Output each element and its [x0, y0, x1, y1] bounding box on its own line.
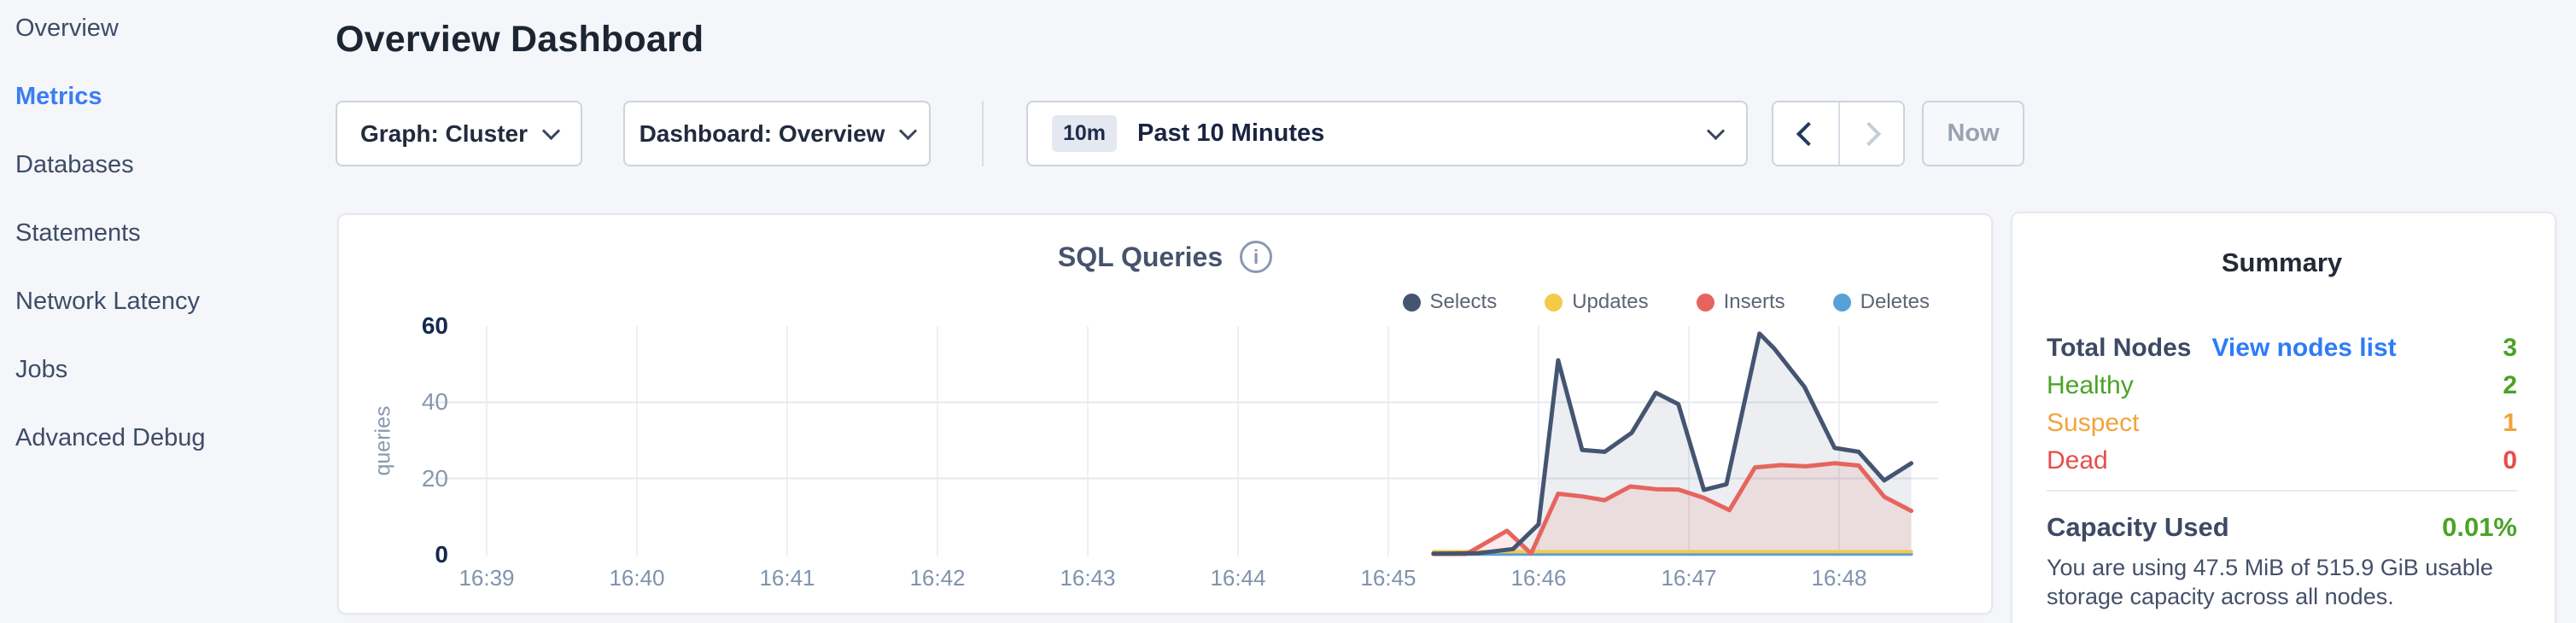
view-nodes-list-link[interactable]: View nodes list [2211, 334, 2397, 362]
x-axis-tick: 16:45 [1360, 565, 1417, 591]
legend-item-inserts[interactable]: Inserts [1696, 290, 1785, 314]
chart-title-row: SQL Queries i [339, 241, 1991, 273]
summary-row-label: Healthy [2047, 371, 2134, 399]
x-axis-tick: 16:47 [1661, 565, 1717, 591]
graph-scope-label: Graph: Cluster [359, 119, 529, 147]
sidebar-item-network-latency[interactable]: Network Latency [15, 288, 200, 315]
legend-label: Inserts [1723, 290, 1785, 313]
summary-row-value: 1 [2503, 409, 2517, 437]
time-range-selector[interactable]: 10m Past 10 Minutes [1026, 101, 1748, 166]
series-line-selects [1431, 331, 1913, 556]
x-axis-tick: 16:41 [759, 565, 815, 591]
time-pager [1772, 101, 1905, 166]
sql-queries-chart-card: SQL Queries i Selects Updates Inserts Delet… [337, 213, 1993, 614]
summary-row-suspect: Suspect 1 [2047, 405, 2517, 442]
page-title: Overview Dashboard [336, 19, 704, 60]
summary-row-value: 3 [2503, 334, 2517, 362]
summary-row-dead: Dead 0 [2047, 442, 2517, 480]
summary-row-healthy: Healthy 2 [2047, 367, 2517, 405]
summary-divider [2047, 490, 2517, 492]
legend-item-selects[interactable]: Selects [1402, 290, 1498, 314]
legend-dot-icon [1545, 293, 1563, 312]
sidebar-list: Overview Metrics Databases Statements Networ… [0, 0, 333, 492]
summary-row-total-nodes: Total Nodes View nodes list 3 [2047, 329, 2517, 367]
chart-legend: Selects Updates Inserts Deletes [1355, 290, 1930, 314]
summary-title: Summary [2221, 247, 2343, 277]
chart-title: SQL Queries [1057, 241, 1224, 272]
x-axis-tick: 16:43 [1060, 565, 1116, 591]
legend-dot-icon [1696, 293, 1714, 312]
now-button[interactable]: Now [1922, 101, 2024, 166]
summary-row-label: Suspect [2047, 409, 2140, 437]
dashboard-dropdown[interactable]: Dashboard: Overview [623, 101, 931, 166]
summary-row-label: Total Nodes [2047, 334, 2192, 362]
legend-item-updates[interactable]: Updates [1545, 290, 1649, 314]
legend-label: Selects [1429, 290, 1498, 313]
vertical-divider [982, 101, 984, 166]
legend-label: Deletes [1860, 290, 1930, 313]
sidebar-item-advanced-debug[interactable]: Advanced Debug [15, 424, 206, 451]
y-axis-tick: 20 [421, 464, 448, 492]
series-line-inserts [1431, 461, 1913, 556]
controls-row: Graph: Cluster Dashboard: Overview 10m P… [336, 101, 2024, 166]
info-icon[interactable]: i [1240, 241, 1273, 273]
summary-panel: Summary Total Nodes View nodes list 3 Healt… [2011, 212, 2556, 623]
time-range-label: Past 10 Minutes [1137, 119, 1325, 147]
capacity-label: Capacity Used [2047, 512, 2229, 542]
time-shortcut-badge: 10m [1052, 115, 1118, 152]
capacity-row: Capacity Used 0.01% [2047, 512, 2517, 543]
x-axis-tick: 16:48 [1811, 565, 1867, 591]
summary-row-label: Dead [2047, 446, 2108, 475]
y-axis-tick: 40 [421, 388, 448, 416]
capacity-value: 0.01% [2442, 512, 2517, 542]
summary-row-value: 2 [2503, 371, 2517, 399]
sidebar-item-metrics[interactable]: Metrics [15, 83, 102, 110]
y-axis-tick: 0 [435, 541, 448, 568]
legend-dot-icon [1402, 293, 1421, 312]
summary-row-value: 0 [2503, 446, 2517, 475]
sidebar-item-statements[interactable]: Statements [15, 219, 141, 247]
sidebar: Overview Metrics Databases Statements Networ… [0, 0, 333, 623]
graph-scope-dropdown[interactable]: Graph: Cluster [336, 101, 582, 166]
x-axis-tick: 16:46 [1510, 565, 1567, 591]
time-prev-button[interactable] [1773, 102, 1838, 165]
chevron-down-icon [541, 121, 561, 141]
x-axis-tick: 16:44 [1210, 565, 1266, 591]
time-next-button[interactable] [1837, 102, 1903, 165]
series-area-selects [1433, 333, 1912, 555]
dashboard-label: Dashboard: Overview [639, 119, 885, 147]
chevron-left-icon [1796, 121, 1821, 146]
sql-queries-chart-svg [433, 326, 1938, 556]
capacity-description: You are using 47.5 MiB of 515.9 GiB usab… [2047, 555, 2493, 609]
y-axis-tick: 60 [421, 312, 448, 339]
summary-rows: Total Nodes View nodes list 3 Healthy 2 Suspe… [2047, 329, 2517, 480]
chevron-down-icon [1706, 121, 1726, 141]
chevron-right-icon [1856, 121, 1882, 146]
x-axis-tick: 16:39 [459, 565, 515, 591]
legend-label: Updates [1572, 290, 1649, 313]
legend-dot-icon [1832, 293, 1851, 312]
chevron-down-icon [899, 121, 918, 141]
x-axis-tick: 16:42 [909, 565, 966, 591]
sidebar-item-overview[interactable]: Overview [15, 15, 119, 42]
sidebar-item-databases[interactable]: Databases [15, 151, 134, 178]
x-axis-tick: 16:40 [609, 565, 665, 591]
series-area-inserts [1433, 463, 1912, 555]
legend-item-deletes[interactable]: Deletes [1832, 290, 1930, 314]
sidebar-item-jobs[interactable]: Jobs [15, 356, 68, 383]
